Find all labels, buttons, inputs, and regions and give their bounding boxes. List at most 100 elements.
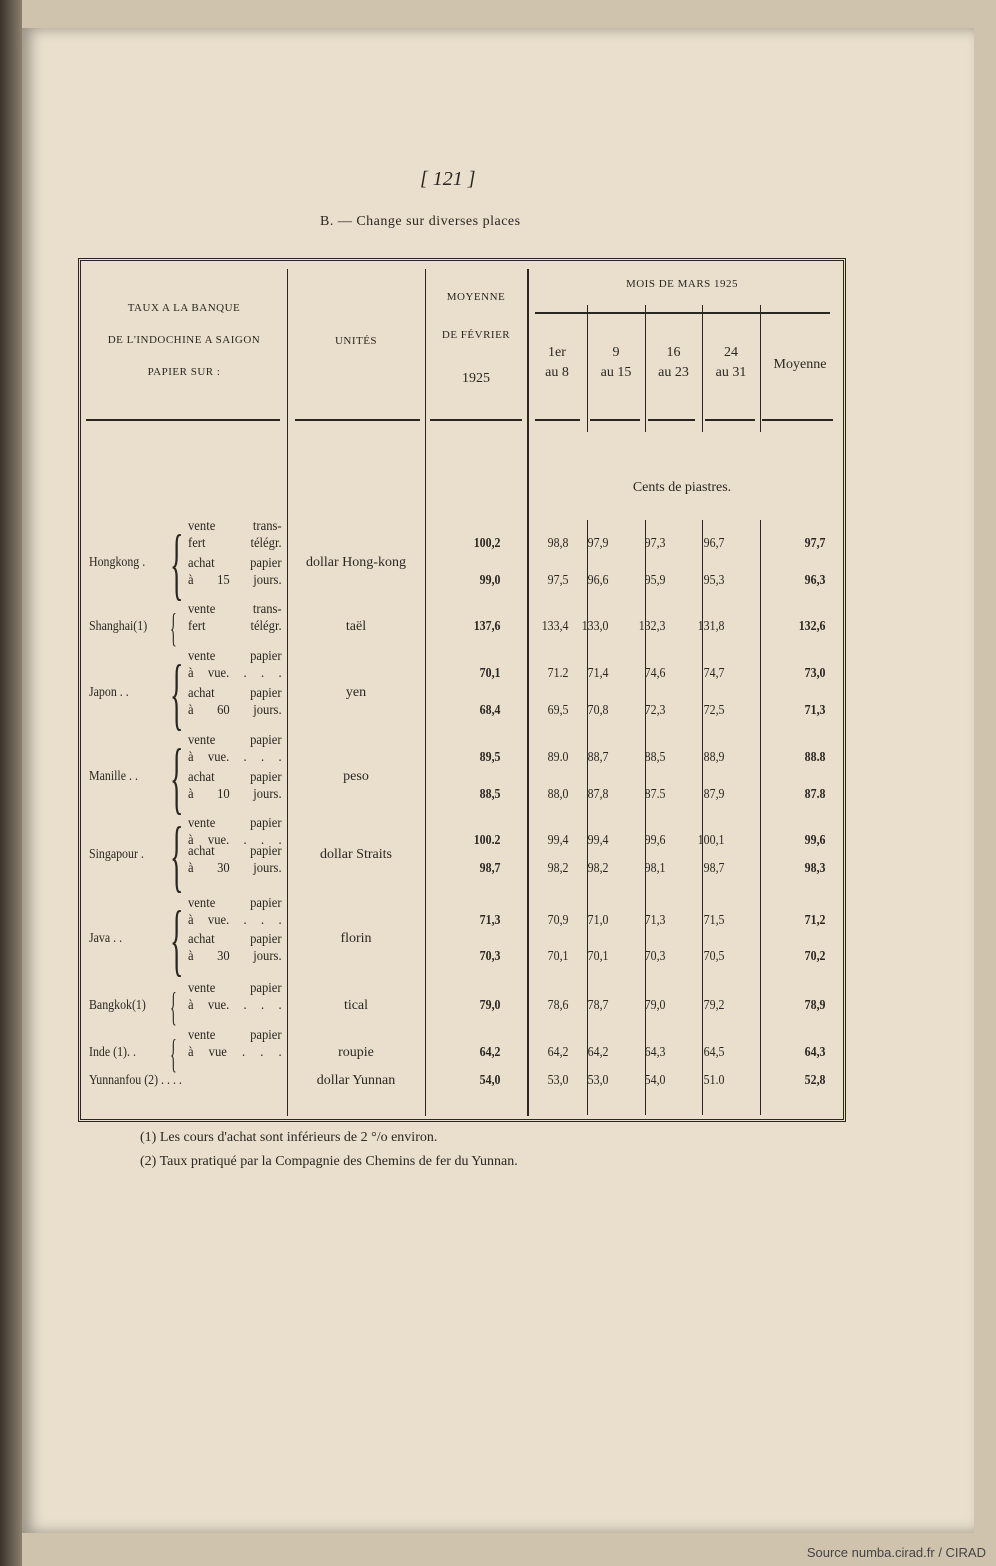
brace: { [170, 1031, 177, 1076]
section-title: B. — Change sur diverses places [320, 214, 521, 229]
march-average: 88.8 [804, 750, 825, 765]
march-rate: 98,1 [644, 861, 665, 876]
unit-name: roupie [338, 1045, 374, 1060]
header-period: au 15 [600, 365, 632, 380]
march-rate: 51.0 [703, 1073, 724, 1088]
march-rate: 64,2 [547, 1045, 568, 1060]
march-average: 78,9 [804, 998, 825, 1013]
row-label: fert télégr. [188, 619, 282, 634]
march-rate: 97,9 [587, 536, 608, 551]
march-rate: 88,9 [703, 750, 724, 765]
header-february: DE FÉVRIER [441, 329, 511, 341]
column-divider [587, 520, 588, 1115]
column-divider [645, 520, 646, 1115]
march-rate: 53,0 [587, 1073, 608, 1088]
march-rate: 53,0 [547, 1073, 568, 1088]
place-name: Japon . . [89, 684, 129, 700]
header-units: UNITÉS [334, 335, 378, 347]
march-rate: 70,9 [547, 913, 568, 928]
header-period: au 31 [715, 365, 747, 380]
header-period: 16 [666, 345, 681, 360]
march-rate: 54,0 [644, 1073, 665, 1088]
header-rule [535, 419, 580, 421]
header-period: 24 [724, 345, 738, 360]
february-average: 79,0 [479, 998, 500, 1013]
march-average: 52,8 [804, 1073, 825, 1088]
february-average: 70,3 [479, 949, 500, 964]
row-label: vente papier [188, 733, 282, 748]
march-rate: 96,7 [703, 536, 724, 551]
march-rate: 70,3 [644, 949, 665, 964]
row-label: vente papier [188, 1028, 282, 1043]
march-rate: 88,0 [547, 787, 568, 802]
row-label: vente papier [188, 896, 282, 911]
march-rate: 78,6 [547, 998, 568, 1013]
column-divider [425, 269, 426, 1116]
march-rate: 98,7 [703, 861, 724, 876]
header-march: MOIS DE MARS 1925 [625, 278, 739, 290]
place-name: Hongkong . [89, 554, 146, 570]
march-average: 71,2 [804, 913, 825, 928]
footnote-1: (1) Les cours d'achat sont inférieurs de… [140, 1130, 438, 1145]
column-divider [645, 305, 646, 432]
march-average: 70,2 [804, 949, 825, 964]
header-period: Moyenne [773, 357, 827, 372]
row-label: à 10 jours. [188, 787, 282, 802]
march-rate: 74,7 [703, 666, 724, 681]
february-average: 98,7 [479, 861, 500, 876]
row-label: vente papier [188, 649, 282, 664]
brace: { [170, 733, 184, 822]
march-average: 132,6 [798, 619, 825, 634]
unit-name: yen [345, 684, 367, 700]
column-divider [760, 305, 761, 432]
february-average: 100,2 [473, 536, 500, 551]
header-rule [648, 419, 695, 421]
march-average: 99,6 [804, 833, 825, 848]
february-average: 88,5 [479, 787, 500, 802]
march-rate: 69,5 [547, 703, 568, 718]
unit-name: taël [345, 619, 367, 634]
march-rate: 133,4 [541, 619, 568, 634]
place-name: Shanghai(1) [89, 619, 148, 634]
march-rate: 98,8 [547, 536, 568, 551]
brace: { [170, 812, 184, 900]
place-name: Java . . [89, 931, 123, 946]
february-average: 89,5 [479, 750, 500, 765]
column-divider [527, 269, 529, 1116]
unit-name: florin [340, 931, 372, 946]
march-average: 98,3 [804, 861, 825, 876]
march-rate: 79,0 [644, 998, 665, 1013]
row-label: à 15 jours. [188, 573, 282, 588]
brace: { [170, 649, 184, 738]
header-place: TAUX A LA BANQUE [127, 302, 241, 314]
row-label: à vue . . . [188, 1045, 282, 1060]
march-rate: 71,0 [587, 913, 608, 928]
march-rate: 88,7 [587, 750, 608, 765]
place-name: Singapour . [89, 847, 144, 862]
february-average: 71,3 [479, 913, 500, 928]
february-average: 70,1 [479, 666, 500, 681]
row-label: vente papier [188, 816, 282, 831]
header-rule [590, 419, 640, 421]
header-february: MOYENNE [446, 291, 506, 303]
unit-caption: Cents de piastres. [632, 480, 732, 495]
march-rate: 70,1 [587, 949, 608, 964]
place-name: Inde (1). . [89, 1045, 136, 1060]
source-credit: Source numba.cirad.fr / CIRAD [806, 1545, 986, 1560]
march-rate: 132,3 [638, 619, 665, 634]
place-name: Yunnanfou (2) . . . . [89, 1073, 182, 1088]
march-rate: 97,3 [644, 536, 665, 551]
page [22, 28, 974, 1533]
row-label: fert télégr. [188, 536, 282, 551]
header-rule [86, 419, 280, 421]
march-rate: 89.0 [547, 750, 568, 765]
march-rate: 70,5 [703, 949, 724, 964]
march-rate: 97,5 [547, 573, 568, 588]
column-divider [760, 520, 761, 1115]
march-average: 71,3 [804, 703, 825, 718]
march-rate: 79,2 [703, 998, 724, 1013]
brace: { [170, 896, 184, 984]
header-place: DE L'INDOCHINE A SAIGON [107, 334, 261, 346]
march-rate: 100,1 [697, 833, 724, 848]
page-number: [ 121 ] [420, 168, 476, 190]
